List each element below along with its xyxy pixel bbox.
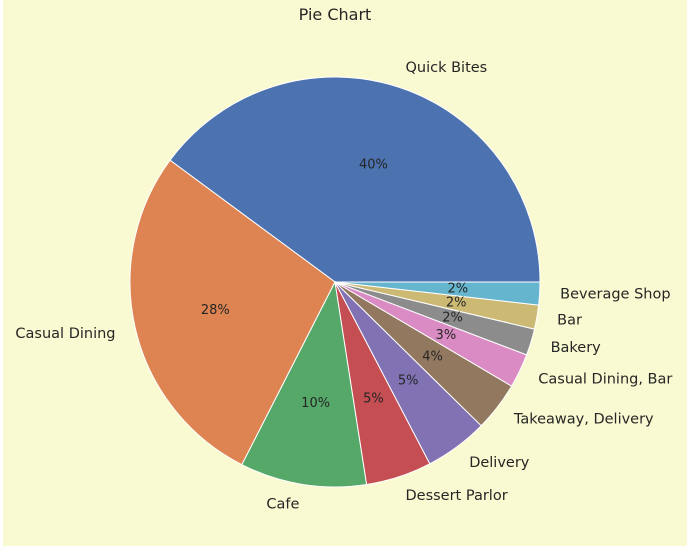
chart-title: Pie Chart (299, 5, 372, 24)
pie-slice-casual-dining (129, 159, 336, 466)
slice-label-takeaway-delivery: Takeaway, Delivery (513, 411, 654, 427)
slice-label-casual-dining: Casual Dining (15, 326, 115, 342)
slice-label-dessert-parlor: Dessert Parlor (405, 488, 507, 504)
pie-slice-beverage-shop (334, 281, 541, 306)
slice-percent-casual-dining-bar: 3% (436, 328, 457, 343)
slice-percent-casual-dining: 28% (201, 303, 230, 318)
pie-labels: Quick Bites 40% Casual Dining 28% Cafe 10% Des… (15, 60, 672, 513)
slice-label-bar: Bar (557, 313, 582, 329)
slice-label-bakery: Bakery (551, 340, 602, 356)
pie-slices (129, 76, 541, 488)
slice-percent-bakery: 2% (442, 311, 463, 326)
slice-percent-delivery: 5% (398, 373, 419, 388)
slice-label-delivery: Delivery (469, 455, 530, 471)
slice-label-cafe: Cafe (266, 497, 299, 513)
slice-percent-takeaway-delivery: 4% (422, 349, 443, 364)
slice-label-casual-dining-bar: Casual Dining, Bar (538, 372, 672, 388)
slice-percent-dessert-parlor: 5% (363, 391, 384, 406)
pie-slice-quick-bites (169, 76, 541, 283)
slice-percent-cafe: 10% (301, 396, 330, 411)
slice-percent-beverage-shop: 2% (447, 281, 468, 296)
slice-percent-bar: 2% (446, 296, 467, 311)
slice-label-beverage-shop: Beverage Shop (560, 287, 670, 303)
slice-percent-quick-bites: 40% (359, 158, 388, 173)
pie-chart: Pie Chart Quick Bites 40% Casual Dining 28%… (15, 5, 672, 513)
chart-panel: Pie Chart Quick Bites 40% Casual Dining 28%… (3, 0, 687, 546)
slice-label-quick-bites: Quick Bites (405, 60, 487, 76)
pie-slice-cafe (241, 280, 368, 488)
